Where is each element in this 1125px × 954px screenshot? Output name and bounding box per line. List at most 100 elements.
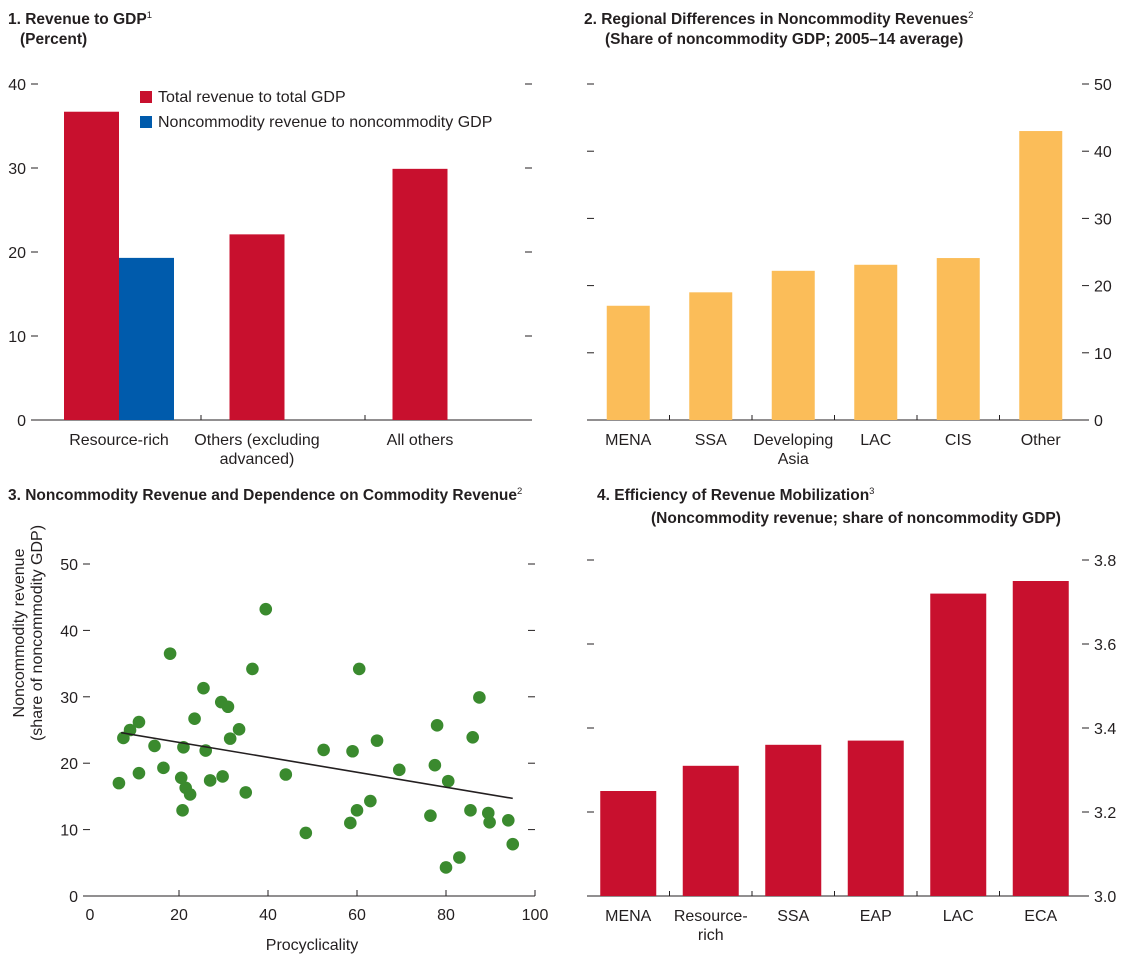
scatter-point: [157, 761, 170, 775]
panel-1-title: 1. Revenue to GDP1: [8, 10, 152, 28]
scatter-point: [259, 602, 273, 616]
scatter-point: [430, 719, 444, 732]
x-category-label: CIS: [945, 432, 972, 449]
bar-total: [64, 111, 119, 420]
bar: [1012, 581, 1069, 896]
scatter-point: [346, 744, 359, 758]
scatter-point: [148, 739, 161, 753]
scatter-point: [370, 734, 384, 747]
panel-1-bars: [64, 111, 448, 420]
x-tick-label: 0: [86, 907, 95, 924]
x-category-label: Others (excluding: [194, 432, 319, 449]
scatter-point: [174, 771, 188, 785]
x-category-label: Resource-: [674, 908, 748, 925]
y-tick-label: 20: [8, 245, 26, 262]
panel-1-y-ticks: 0 10 20 30 40: [8, 77, 532, 430]
x-tick-label: 20: [170, 907, 188, 924]
panel-4-x-labels: MENA Resource-rich SSA EAP LAC ECA: [605, 891, 1058, 944]
bar: [930, 593, 987, 896]
x-category-label: SSA: [695, 432, 727, 449]
x-category-label: Resource-rich: [69, 432, 169, 449]
y-tick-label: 3.8: [1094, 553, 1116, 570]
panel-2-regional-differences: 2. Regional Differences in Noncommodity …: [584, 10, 1112, 468]
panel-2-title: 2. Regional Differences in Noncommodity …: [584, 10, 973, 28]
bar: [606, 305, 650, 420]
y-tick-label: 30: [1094, 211, 1112, 228]
scatter-point: [188, 712, 201, 726]
y-tick-label: 20: [60, 756, 78, 773]
scatter-point: [317, 743, 330, 757]
x-category-label: EAP: [860, 908, 892, 925]
bar: [682, 765, 739, 896]
y-tick-label: 40: [60, 623, 78, 640]
bar: [771, 270, 815, 420]
scatter-point: [163, 647, 177, 660]
x-category-label: MENA: [605, 432, 652, 449]
scatter-point: [439, 861, 453, 874]
y-tick-label: 30: [8, 161, 26, 178]
scatter-point: [502, 814, 515, 827]
y-tick-label: 50: [60, 557, 78, 574]
scatter-point: [112, 776, 126, 790]
x-category-label: MENA: [605, 908, 652, 925]
bar-noncommodity: [119, 257, 174, 420]
scatter-point: [483, 815, 496, 829]
scatter-point: [221, 700, 235, 714]
scatter-point: [246, 662, 259, 676]
y-tick-label: 20: [1094, 279, 1112, 296]
x-category-label: Developing: [753, 432, 833, 449]
scatter-point: [464, 804, 477, 817]
bar: [936, 258, 980, 420]
scatter-point: [223, 732, 237, 745]
panel-4-bars: [600, 581, 1069, 896]
panel-1-subtitle: (Percent): [20, 31, 87, 48]
panel-3-y-ticks: 0 10 20 30 40 50: [60, 557, 535, 906]
y-tick-label: 0: [1094, 413, 1103, 430]
y-tick-label: 10: [1094, 346, 1112, 363]
y-tick-label: 30: [60, 690, 78, 707]
scatter-point: [344, 816, 357, 830]
scatter-point: [428, 758, 442, 772]
scatter-point: [279, 768, 293, 781]
panel-2-subtitle: (Share of noncommodity GDP; 2005–14 aver…: [605, 31, 963, 48]
x-category-label: rich: [698, 927, 724, 944]
y-tick-label: 50: [1094, 77, 1112, 94]
scatter-point: [239, 786, 253, 799]
scatter-point: [232, 723, 246, 736]
x-tick-label: 40: [259, 907, 277, 924]
scatter-point: [216, 770, 229, 783]
panel-4-y-ticks: 3.0 3.2 3.4 3.6 3.8: [587, 553, 1116, 906]
bar: [854, 264, 898, 420]
panel-4-subtitle: (Noncommodity revenue; share of noncommo…: [651, 510, 1061, 527]
y-tick-label: 3.4: [1094, 721, 1116, 738]
x-category-label: ECA: [1024, 908, 1057, 925]
panel-4-title: 4. Efficiency of Revenue Mobilization3: [597, 486, 874, 504]
legend-swatch-noncommodity: [140, 116, 152, 128]
scatter-point: [466, 731, 480, 744]
y-tick-label: 40: [8, 77, 26, 94]
bar: [765, 744, 822, 896]
panel-1-x-labels: Resource-rich Others (excluding advanced) A…: [69, 415, 453, 468]
legend-label-total: Total revenue to total GDP: [158, 89, 346, 106]
scatter-point: [392, 763, 406, 777]
x-category-label: SSA: [777, 908, 809, 925]
panel-3-y-axis-label: Noncommodity revenue (share of noncommod…: [11, 525, 46, 741]
bar: [1019, 131, 1063, 421]
panel-3-x-axis-label: Procyclicality: [266, 937, 358, 954]
x-category-label: Asia: [778, 451, 809, 468]
x-tick-label: 80: [437, 907, 455, 924]
x-tick-label: 100: [522, 907, 549, 924]
scatter-point: [364, 794, 377, 808]
x-tick-label: 60: [348, 907, 366, 924]
panel-3-scatter: 3. Noncommodity Revenue and Dependence o…: [8, 486, 548, 954]
bar: [847, 740, 904, 896]
y-tick-label: 10: [8, 329, 26, 346]
panel-3-x-ticks: 0 20 40 60 80 100: [86, 890, 549, 924]
legend-label-noncommodity: Noncommodity revenue to noncommodity GDP: [158, 114, 492, 131]
panel-1-revenue-to-gdp: 1. Revenue to GDP1 (Percent) 0 10 20 30 40 R…: [8, 10, 532, 468]
scatter-point: [183, 788, 197, 801]
panel-3-y-axis-label-line-2: (share of noncommodity GDP): [29, 525, 46, 741]
scatter-point: [350, 804, 364, 817]
panel-2-bars: [606, 131, 1063, 421]
